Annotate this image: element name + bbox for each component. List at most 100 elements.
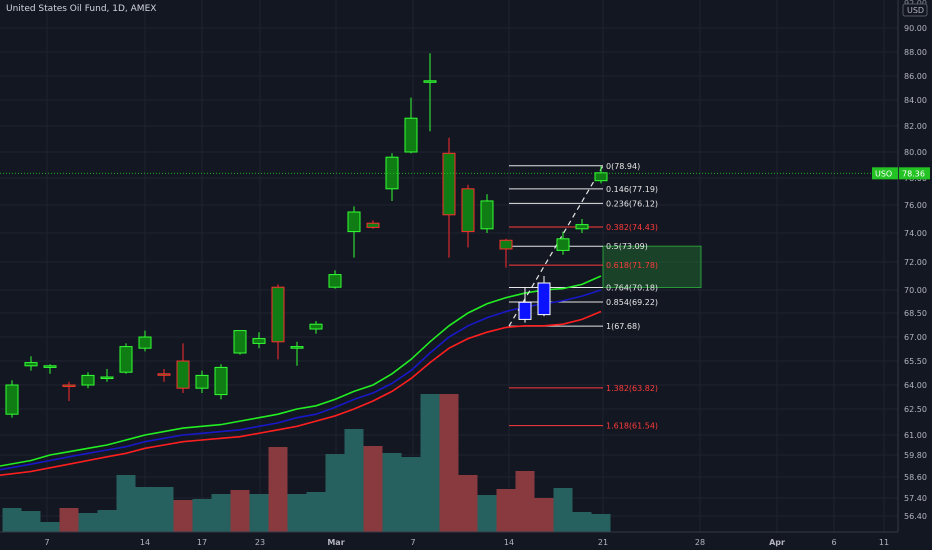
fib-zone	[602, 245, 702, 288]
currency-box	[902, 3, 928, 17]
candle-body	[214, 366, 228, 396]
candle-body	[290, 346, 304, 349]
y-tick-label: 86.00	[904, 72, 927, 81]
y-tick-label: 76.00	[904, 201, 927, 210]
volume-bar	[268, 447, 288, 532]
ema-red-line	[0, 310, 602, 476]
candle-body	[366, 222, 380, 228]
volume-bar	[344, 429, 364, 532]
candle-body	[404, 117, 418, 153]
candle-body	[252, 338, 266, 344]
volume-bar	[382, 453, 402, 532]
candle-body	[537, 282, 551, 316]
y-tick-label: 68.50	[904, 309, 927, 318]
volume-bar	[515, 471, 535, 532]
volume-bar	[116, 475, 136, 532]
x-tick-label: 28	[695, 538, 705, 547]
candle-body	[24, 362, 38, 367]
volume-bar	[40, 522, 60, 532]
x-tick-label: Mar	[327, 538, 344, 547]
candle-body	[347, 211, 361, 233]
candle-body	[81, 374, 95, 386]
volume-bar	[420, 394, 440, 532]
candle-body	[385, 156, 399, 190]
x-tick-label: 14	[140, 538, 150, 547]
fib-level-label: 0.236(76.12)	[606, 199, 658, 208]
volume-bar	[401, 457, 421, 532]
volume-bar	[287, 494, 307, 532]
ema-green-line	[0, 275, 602, 467]
x-tick-label: 14	[504, 538, 514, 547]
y-tick-label: 57.40	[904, 494, 927, 503]
fib-level-label: 1(67.68)	[606, 322, 640, 331]
fib-level-label: 0(78.94)	[606, 162, 640, 171]
volume-bar	[211, 494, 231, 532]
candle-body	[176, 360, 190, 389]
candle-body	[309, 323, 323, 330]
candle-body	[119, 346, 133, 373]
y-tick-label: 82.00	[904, 122, 927, 131]
volume-bar	[173, 500, 193, 532]
candle-body	[518, 301, 532, 320]
volume-bar	[21, 511, 41, 532]
volume-bar	[59, 508, 79, 532]
candle-body	[157, 373, 171, 376]
candle-body	[461, 188, 475, 233]
candle-body	[423, 80, 437, 83]
y-tick-label: 61.00	[904, 431, 927, 440]
volume-bar	[477, 495, 497, 532]
currency-label: USD	[907, 6, 924, 15]
candle-body	[271, 286, 285, 343]
volume-bar	[534, 498, 554, 532]
fib-level-label: 0.854(69.22)	[606, 298, 658, 307]
volume-bar	[2, 508, 22, 532]
fib-level-label: 0.382(74.43)	[606, 223, 658, 232]
x-tick-label: 17	[197, 538, 207, 547]
price-badge	[899, 167, 930, 180]
volume-bar	[439, 394, 459, 532]
candle-body	[62, 384, 76, 387]
x-tick-label: 11	[879, 538, 889, 547]
volume-bar	[230, 490, 250, 532]
volume-bar	[78, 513, 98, 532]
x-tick-label: 7	[44, 538, 49, 547]
ema-blue-line	[0, 289, 602, 471]
fib-level-label: 0.618(71.78)	[606, 261, 658, 270]
y-tick-label: 80.00	[904, 148, 927, 157]
fib-level-label: 1.382(63.82)	[606, 384, 658, 393]
chart-title: United States Oil Fund, 1D, AMEX	[6, 4, 157, 14]
y-tick-label: 90.00	[904, 24, 927, 33]
fib-level-label: 0.5(73.09)	[606, 242, 648, 251]
y-tick-label: 64.00	[904, 381, 927, 390]
y-tick-label: 67.00	[904, 333, 927, 342]
volume-bar	[306, 492, 326, 532]
volume-bar	[572, 512, 592, 532]
x-tick-label: 6	[831, 538, 836, 547]
candle-body	[233, 330, 247, 354]
candle-body	[195, 374, 209, 389]
candle-body	[5, 384, 19, 415]
volume-bar	[496, 489, 516, 532]
x-tick-label: 7	[410, 538, 415, 547]
candle-body	[594, 172, 608, 182]
y-tick-label: 72.00	[904, 258, 927, 267]
y-tick-label: 59.80	[904, 451, 927, 460]
volume-bar	[553, 488, 573, 532]
candle-body	[442, 152, 456, 216]
candle-body	[480, 200, 494, 230]
candle-body	[43, 365, 57, 368]
fib-level-label: 0.146(77.19)	[606, 185, 658, 194]
volume-bar	[135, 487, 155, 532]
volume-bar	[591, 514, 611, 532]
y-tick-label: 62.50	[904, 405, 927, 414]
x-tick-label: 21	[598, 538, 608, 547]
fib-level-label: 1.618(61.54)	[606, 422, 658, 431]
y-tick-label: 88.00	[904, 48, 927, 57]
y-tick-label: 65.50	[904, 357, 927, 366]
volume-bar	[458, 475, 478, 532]
price-badge-text: 78.36	[902, 169, 925, 178]
volume-bar	[325, 454, 345, 532]
y-tick-label: 56.40	[904, 512, 927, 521]
